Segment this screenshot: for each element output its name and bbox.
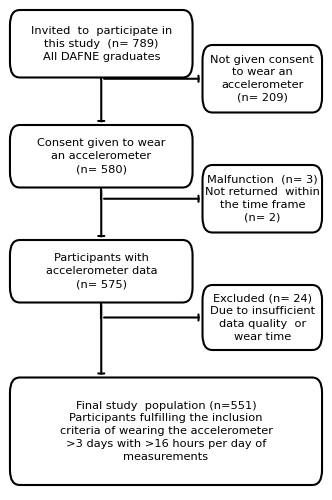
Text: Participants with
accelerometer data
(n= 575): Participants with accelerometer data (n=…: [45, 254, 157, 289]
FancyBboxPatch shape: [203, 285, 322, 350]
Text: Consent given to wear
an accelerometer
(n= 580): Consent given to wear an accelerometer (…: [37, 138, 166, 174]
FancyBboxPatch shape: [10, 378, 322, 485]
FancyBboxPatch shape: [10, 10, 193, 78]
Text: Not given consent
to wear an
accelerometer
(n= 209): Not given consent to wear an acceleromet…: [210, 54, 314, 103]
FancyBboxPatch shape: [10, 125, 193, 188]
FancyBboxPatch shape: [10, 240, 193, 302]
Text: Invited  to  participate in
this study  (n= 789)
All DAFNE graduates: Invited to participate in this study (n=…: [31, 26, 172, 62]
Text: Final study  population (n=551)
Participants fulfilling the inclusion
criteria o: Final study population (n=551) Participa…: [59, 400, 273, 462]
Text: Malfunction  (n= 3)
Not returned  within
the time frame
(n= 2): Malfunction (n= 3) Not returned within t…: [205, 174, 320, 223]
FancyBboxPatch shape: [203, 45, 322, 112]
FancyBboxPatch shape: [203, 165, 322, 232]
Text: Excluded (n= 24)
Due to insufficient
data quality  or
wear time: Excluded (n= 24) Due to insufficient dat…: [210, 294, 315, 342]
